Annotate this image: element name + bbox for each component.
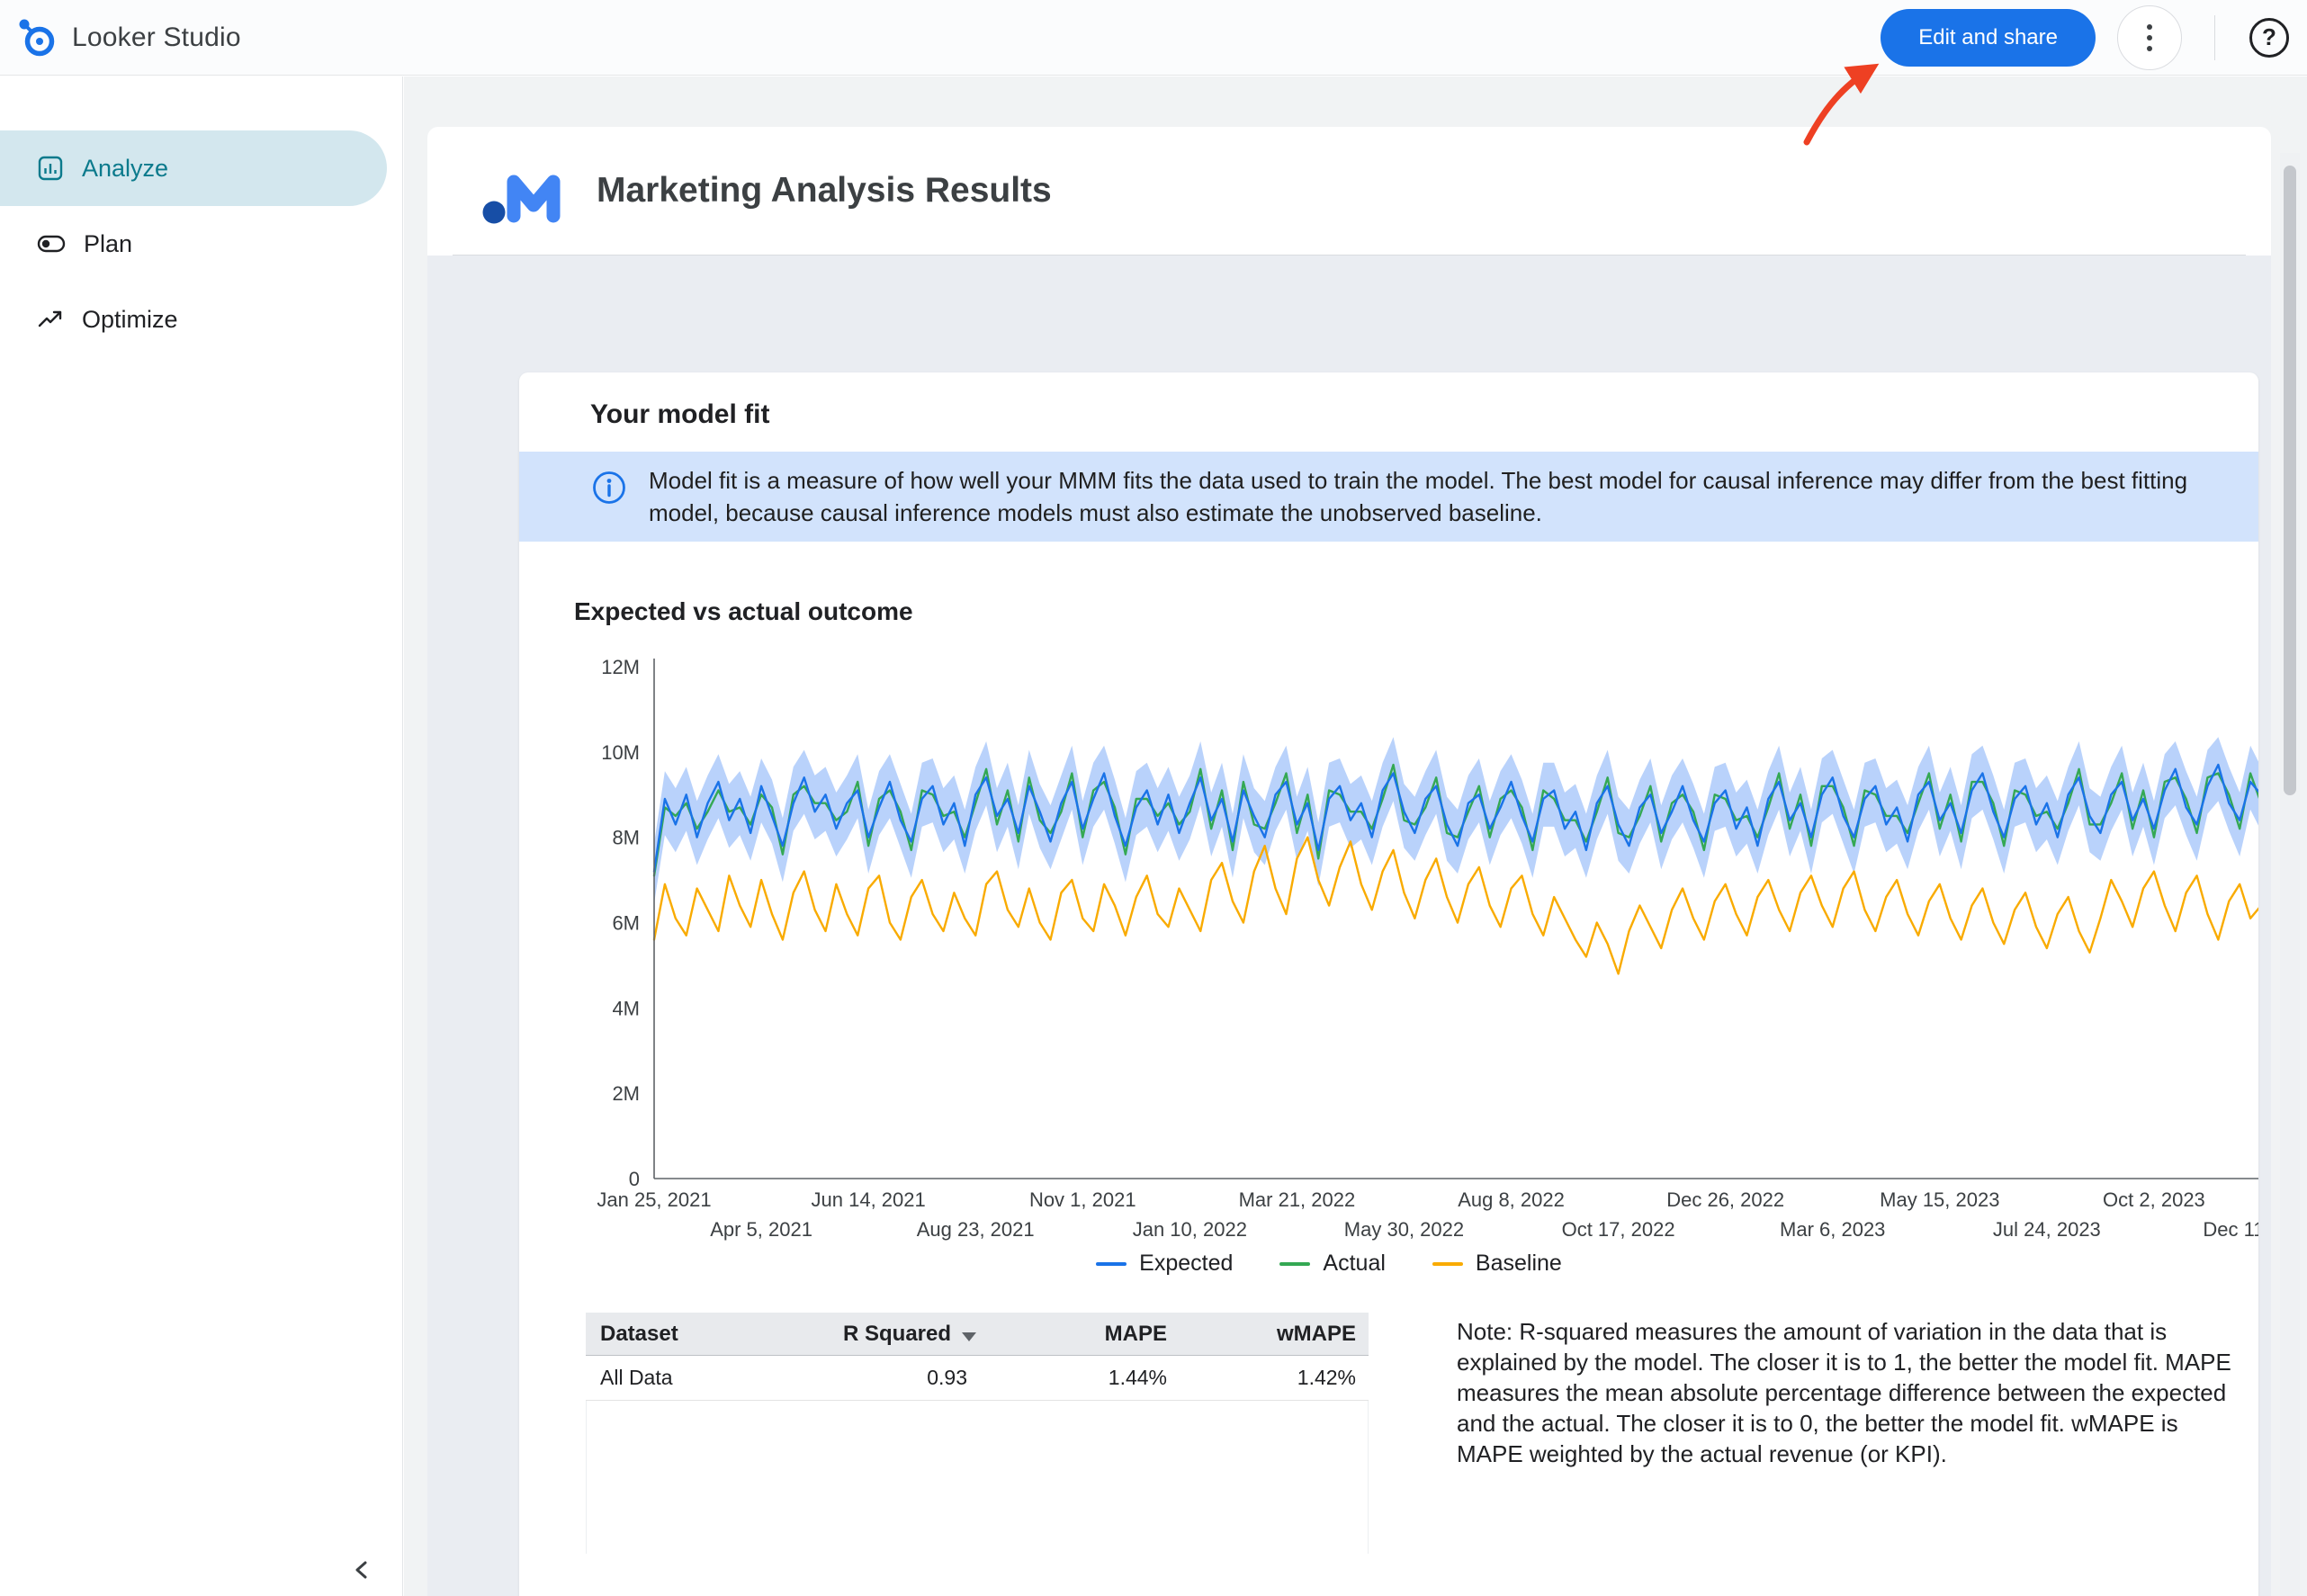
legend-label: Baseline [1475, 1251, 1562, 1276]
legend-label: Actual [1323, 1251, 1386, 1276]
legend-item-baseline: Baseline [1432, 1251, 1562, 1277]
svg-text:Jan 25, 2021: Jan 25, 2021 [597, 1188, 711, 1211]
info-banner-text: Model fit is a measure of how well your … [649, 467, 2188, 526]
column-header-r-squared[interactable]: R Squared [829, 1322, 980, 1347]
table-empty-area [586, 1401, 1369, 1554]
svg-text:Oct 17, 2022: Oct 17, 2022 [1562, 1218, 1675, 1241]
topbar-divider [2214, 14, 2215, 60]
sidebar-item-optimize[interactable]: Optimize [0, 282, 387, 357]
sidebar-item-label: Analyze [82, 154, 169, 182]
sidebar-item-plan[interactable]: Plan [0, 206, 387, 282]
sort-descending-icon [962, 1331, 977, 1341]
chevron-left-icon [355, 1561, 367, 1578]
legend-item-expected: Expected [1096, 1251, 1233, 1277]
app-title: Looker Studio [72, 22, 241, 52]
scrollbar-thumb[interactable] [2284, 166, 2296, 795]
edit-and-share-button[interactable]: Edit and share [1881, 8, 2096, 67]
svg-text:0: 0 [629, 1168, 640, 1190]
main-content: Marketing Analysis Results Your model fi… [404, 76, 2307, 1596]
brand: Looker Studio [16, 17, 241, 58]
svg-text:Jan 10, 2022: Jan 10, 2022 [1133, 1218, 1247, 1241]
svg-text:4M: 4M [612, 997, 640, 1019]
model-fit-table: Dataset R Squared MAPE wMAPE All Data 0.… [586, 1313, 1369, 1554]
meridian-logo-icon [482, 175, 561, 224]
mape-cell: 1.44% [1108, 1366, 1167, 1389]
svg-text:10M: 10M [601, 741, 640, 764]
page-body: Your model fit Model fit is a measure of… [427, 256, 2271, 1596]
svg-text:Mar 21, 2022: Mar 21, 2022 [1239, 1188, 1356, 1211]
dataset-cell: All Data [600, 1366, 673, 1389]
sidebar-item-label: Optimize [82, 305, 178, 333]
collapse-sidebar-button[interactable] [345, 1553, 381, 1589]
svg-text:Apr 5, 2021: Apr 5, 2021 [710, 1218, 812, 1241]
sidebar-item-label: Plan [84, 229, 133, 257]
chart-report-icon [38, 156, 63, 181]
svg-text:Aug 8, 2022: Aug 8, 2022 [1458, 1188, 1565, 1211]
svg-text:May 15, 2023: May 15, 2023 [1880, 1188, 1999, 1211]
help-icon[interactable]: ? [2249, 17, 2289, 58]
svg-text:Oct 2, 2023: Oct 2, 2023 [2103, 1188, 2205, 1211]
svg-text:Jul 24, 2023: Jul 24, 2023 [1993, 1218, 2101, 1241]
svg-text:Jun 14, 2021: Jun 14, 2021 [812, 1188, 926, 1211]
info-banner: Model fit is a measure of how well your … [519, 452, 2258, 542]
svg-text:Dec 11, 2023: Dec 11, 2023 [2203, 1218, 2258, 1241]
topbar: Looker Studio Edit and share ? [0, 0, 2307, 76]
column-header-mape: MAPE [1104, 1321, 1167, 1346]
svg-text:Aug 23, 2021: Aug 23, 2021 [917, 1218, 1035, 1241]
column-header-dataset: Dataset [600, 1321, 678, 1346]
baseline-line-swatch-icon [1432, 1261, 1463, 1266]
looker-logo-icon [19, 19, 55, 56]
legend-label: Expected [1139, 1251, 1234, 1276]
chart-section-title: Expected vs actual outcome [574, 597, 913, 625]
report-page: Marketing Analysis Results Your model fi… [427, 127, 2271, 1596]
r-squared-cell: 0.93 [927, 1366, 967, 1389]
table-row: All Data 0.93 1.44% 1.42% [586, 1356, 1369, 1401]
legend-item-actual: Actual [1279, 1251, 1386, 1277]
svg-text:Mar 6, 2023: Mar 6, 2023 [1780, 1218, 1885, 1241]
svg-text:2M: 2M [612, 1082, 640, 1105]
kebab-icon [2147, 23, 2152, 30]
more-options-button[interactable] [2117, 4, 2182, 70]
svg-text:12M: 12M [601, 656, 640, 678]
card-title: Your model fit [590, 399, 770, 429]
svg-text:6M: 6M [612, 912, 640, 935]
table-header-row: Dataset R Squared MAPE wMAPE [586, 1313, 1369, 1356]
metrics-note-text: Note: R-squared measures the amount of v… [1457, 1318, 2231, 1467]
svg-text:Nov 1, 2021: Nov 1, 2021 [1029, 1188, 1136, 1211]
info-icon [593, 471, 625, 504]
svg-text:8M: 8M [612, 827, 640, 849]
chart-legend: Expected Actual Baseline [519, 1251, 2139, 1277]
vertical-scrollbar[interactable] [2280, 153, 2300, 1596]
sidebar-item-analyze[interactable]: Analyze [0, 130, 387, 206]
report-header: Marketing Analysis Results [427, 127, 2271, 255]
wmape-cell: 1.42% [1297, 1366, 1356, 1389]
outcome-chart: 0 2M 4M 6M 8M 10M 12M Jan 25, 2021 Apr 5, 2021 Ju… [576, 651, 2258, 1247]
svg-text:May 30, 2022: May 30, 2022 [1344, 1218, 1464, 1241]
column-header-wmape: wMAPE [1276, 1321, 1356, 1346]
trending-up-icon [38, 310, 62, 327]
toggle-icon [37, 235, 66, 253]
fit-metrics-row: Dataset R Squared MAPE wMAPE All Data 0.… [586, 1313, 2258, 1554]
expected-line-swatch-icon [1096, 1261, 1127, 1266]
header-divider [453, 255, 2246, 256]
sidebar: Analyze Plan Optimize [0, 76, 403, 1596]
model-fit-card: Your model fit Model fit is a measure of… [519, 372, 2258, 1596]
actual-line-swatch-icon [1279, 1261, 1311, 1266]
page-title: Marketing Analysis Results [597, 171, 1052, 210]
svg-text:Dec 26, 2022: Dec 26, 2022 [1666, 1188, 1784, 1211]
